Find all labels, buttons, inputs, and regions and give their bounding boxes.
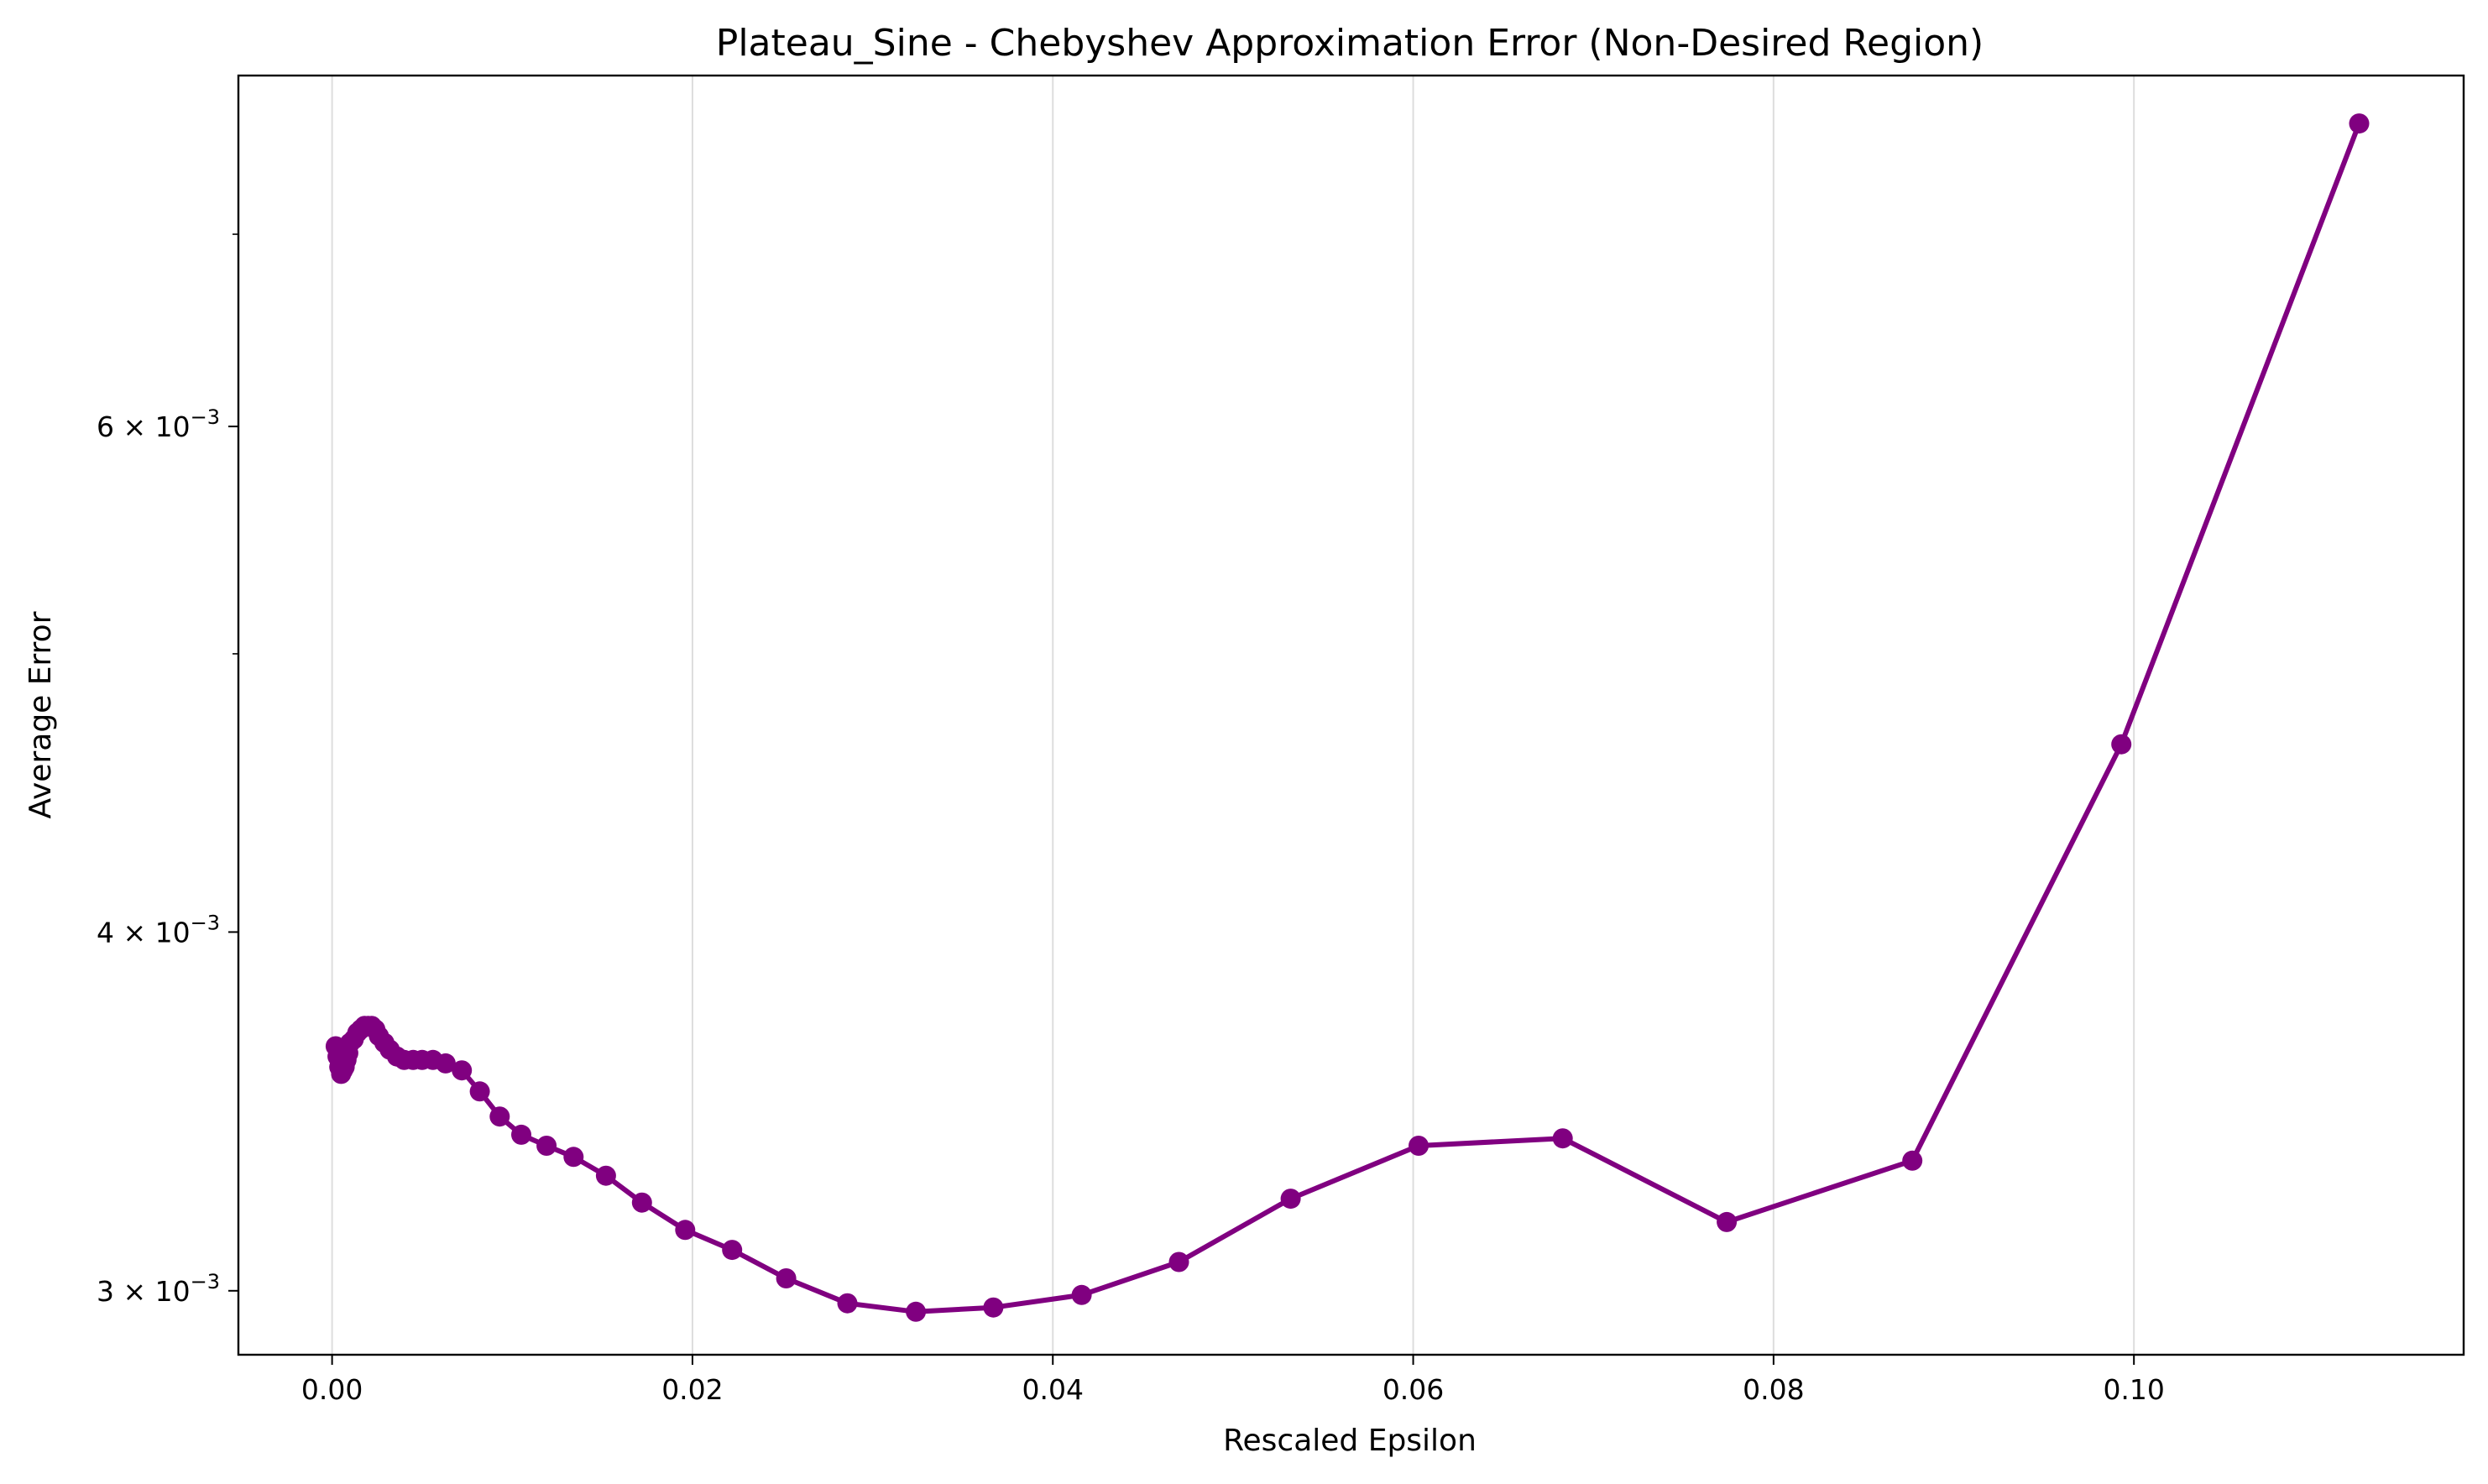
data-point — [2349, 113, 2370, 134]
data-point — [489, 1106, 510, 1127]
data-point — [837, 1293, 858, 1314]
x-axis-ticks: 0.00 0.02 0.04 0.06 0.08 0.10 — [301, 1355, 2165, 1406]
x-tick-label: 0.04 — [1022, 1373, 1084, 1406]
data-point — [2111, 734, 2132, 755]
y-tick-label-exponent: −3 — [191, 1270, 220, 1293]
x-axis-label: Rescaled Epsilon — [1223, 1424, 1477, 1458]
y-tick-label-base: 4 × 10 — [97, 916, 191, 948]
data-point — [983, 1297, 1004, 1318]
data-point — [906, 1301, 927, 1322]
x-tick-label: 0.06 — [1383, 1373, 1444, 1406]
y-tick-label-exponent: −3 — [191, 405, 220, 429]
x-tick-label: 0.02 — [661, 1373, 723, 1406]
data-point — [675, 1220, 696, 1241]
x-tick-label: 0.00 — [301, 1373, 363, 1406]
data-point — [1071, 1284, 1092, 1305]
data-point — [452, 1060, 473, 1081]
data-point — [1552, 1128, 1573, 1149]
y-tick-label: 3 × 10−3 — [97, 1270, 220, 1308]
data-series — [325, 113, 2370, 1322]
data-point — [511, 1124, 531, 1145]
data-point — [435, 1053, 456, 1074]
data-point — [1717, 1211, 1738, 1232]
plot-frame — [237, 74, 2465, 1356]
y-axis-label: Average Error — [24, 611, 58, 818]
y-axis-ticks: 3 × 10−34 × 10−36 × 10−3 — [97, 233, 238, 1308]
data-point — [631, 1192, 652, 1213]
y-tick-label-base: 6 × 10 — [97, 410, 191, 443]
data-point — [1168, 1251, 1189, 1272]
data-point — [563, 1147, 584, 1168]
data-point — [1280, 1189, 1301, 1210]
y-tick-label: 6 × 10−3 — [97, 405, 220, 443]
data-point — [536, 1136, 557, 1156]
chart-title: Plateau_Sine - Chebyshev Approximation E… — [716, 22, 1984, 65]
data-point — [595, 1165, 616, 1186]
y-tick-label: 4 × 10−3 — [97, 911, 220, 948]
data-point — [722, 1240, 743, 1261]
data-point — [776, 1268, 797, 1288]
y-tick-label-base: 3 × 10 — [97, 1275, 191, 1308]
x-tick-label: 0.10 — [2103, 1373, 2164, 1406]
data-point — [1902, 1150, 1923, 1171]
y-tick-label-exponent: −3 — [191, 911, 220, 934]
data-point — [469, 1081, 490, 1102]
data-point — [1409, 1136, 1429, 1156]
x-tick-label: 0.08 — [1743, 1373, 1804, 1406]
